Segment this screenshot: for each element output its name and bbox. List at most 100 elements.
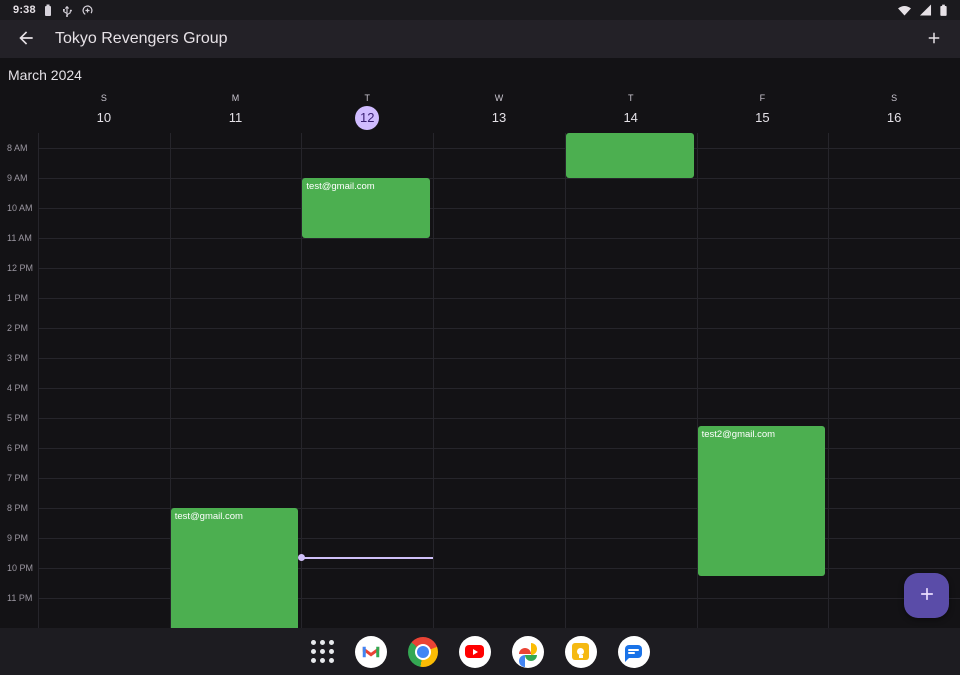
app-drawer-icon[interactable] [310, 640, 334, 663]
hour-label: 6 PM [7, 443, 29, 453]
hour-label: 8 PM [7, 503, 29, 513]
day-number: 10 [96, 110, 112, 125]
day-gridline [301, 133, 303, 628]
plus-icon [917, 584, 937, 607]
new-event-fab[interactable] [904, 573, 949, 618]
hour-gridline [38, 148, 960, 149]
day-gridline [38, 133, 39, 628]
day-header-16[interactable]: S 16 [828, 90, 960, 130]
day-gridline [828, 133, 830, 628]
keep-note-icon [572, 643, 589, 660]
plus-icon [925, 29, 943, 50]
hour-gridline [38, 568, 960, 569]
hour-gridline [38, 448, 960, 449]
app-grid-dots [310, 640, 334, 663]
month-label: March 2024 [8, 67, 82, 83]
google-photos-icon[interactable] [511, 635, 544, 668]
day-letter: W [494, 93, 504, 103]
hour-gridline [38, 178, 960, 179]
hour-label: 7 PM [7, 473, 29, 483]
page-title: Tokyo Revengers Group [55, 30, 228, 47]
hour-label: 11 PM [7, 593, 33, 603]
day-letter: F [759, 93, 766, 103]
hour-gridline [38, 418, 960, 419]
day-letter: T [627, 93, 634, 103]
chrome-logo [407, 636, 438, 667]
hour-label: 1 PM [7, 293, 29, 303]
hour-label: 8 AM [7, 143, 28, 153]
day-letter: S [891, 93, 898, 103]
now-indicator-dot [298, 554, 306, 561]
add-event-button[interactable] [922, 27, 946, 51]
day-header-11[interactable]: M 11 [170, 90, 302, 130]
hour-gridline [38, 298, 960, 299]
messages-icon[interactable] [617, 635, 650, 668]
wifi-icon [897, 4, 912, 16]
calendar-event[interactable]: test2@gmail.com [697, 425, 826, 576]
week-header: S 10 M 11 T 12 W 13 T 14 F 15 S 16 [0, 90, 960, 133]
hour-gridline [38, 358, 960, 359]
youtube-icon[interactable] [458, 635, 491, 668]
youtube-icon-bg [458, 635, 491, 668]
chat-bubble-icon [625, 645, 642, 662]
back-button[interactable] [14, 27, 38, 51]
cellular-signal-icon [919, 4, 932, 16]
battery-icon [939, 4, 948, 17]
status-bar: 9:38 [0, 0, 960, 20]
hour-label: 9 PM [7, 533, 29, 543]
day-gridline [433, 133, 435, 628]
photos-pinwheel-icon [518, 642, 537, 667]
day-header-15[interactable]: F 15 [697, 90, 829, 130]
hour-label: 11 AM [7, 233, 32, 243]
now-indicator-line [301, 556, 434, 559]
day-gridline [169, 133, 171, 628]
day-letter: S [100, 93, 107, 103]
back-arrow-icon [16, 28, 36, 51]
app-bar: Tokyo Revengers Group [0, 20, 960, 58]
youtube-play-icon [465, 645, 484, 658]
keep-icon[interactable] [564, 635, 597, 668]
day-number: 15 [755, 110, 770, 125]
hour-gridline [38, 208, 960, 209]
event-title: test@gmail.com [174, 511, 243, 522]
hour-gridline [38, 328, 960, 329]
calendar-grid[interactable]: 8 AM 9 AM 10 AM 11 AM 12 PM 1 PM 2 PM 3 PM 4 PM 5… [0, 133, 960, 628]
hour-gridline [38, 388, 960, 389]
day-header-13[interactable]: W 13 [433, 90, 565, 130]
hour-label: 10 AM [7, 203, 33, 213]
chrome-icon[interactable] [407, 636, 438, 667]
event-title: test2@gmail.com [701, 428, 776, 440]
taskbar [0, 628, 960, 675]
selected-day-number: 12 [355, 106, 380, 130]
day-number: 14 [623, 110, 638, 125]
hour-gridline [38, 598, 960, 599]
keep-icon-bg [564, 635, 597, 668]
calendar-event[interactable]: test@gmail.com [302, 178, 431, 238]
day-gridline [696, 133, 698, 628]
event-title: test@gmail.com [306, 181, 375, 192]
hour-gridline [38, 268, 960, 269]
hour-label: 2 PM [7, 323, 29, 333]
messages-icon-bg [617, 635, 650, 668]
hour-label: 3 PM [7, 353, 29, 363]
day-number: 13 [491, 110, 507, 125]
day-letter: T [364, 93, 371, 103]
day-header-14[interactable]: T 14 [565, 90, 697, 130]
data-saver-icon [81, 4, 94, 17]
status-time: 9:38 [13, 4, 36, 16]
day-number: 16 [886, 110, 902, 125]
hour-gridline [38, 538, 960, 539]
battery-icon [43, 4, 53, 17]
hour-label: 10 PM [7, 563, 34, 573]
hour-label: 5 PM [7, 413, 29, 423]
day-header-12[interactable]: T 12 [301, 90, 433, 130]
gmail-icon[interactable] [354, 635, 387, 668]
day-header-10[interactable]: S 10 [38, 90, 170, 130]
hour-gridline [38, 478, 960, 479]
calendar-event[interactable] [565, 133, 694, 178]
usb-icon [60, 4, 74, 17]
hour-label: 4 PM [7, 383, 29, 393]
photos-icon-bg [511, 635, 544, 668]
calendar-event[interactable]: test@gmail.com [170, 508, 299, 628]
hour-label: 9 AM [7, 173, 28, 183]
